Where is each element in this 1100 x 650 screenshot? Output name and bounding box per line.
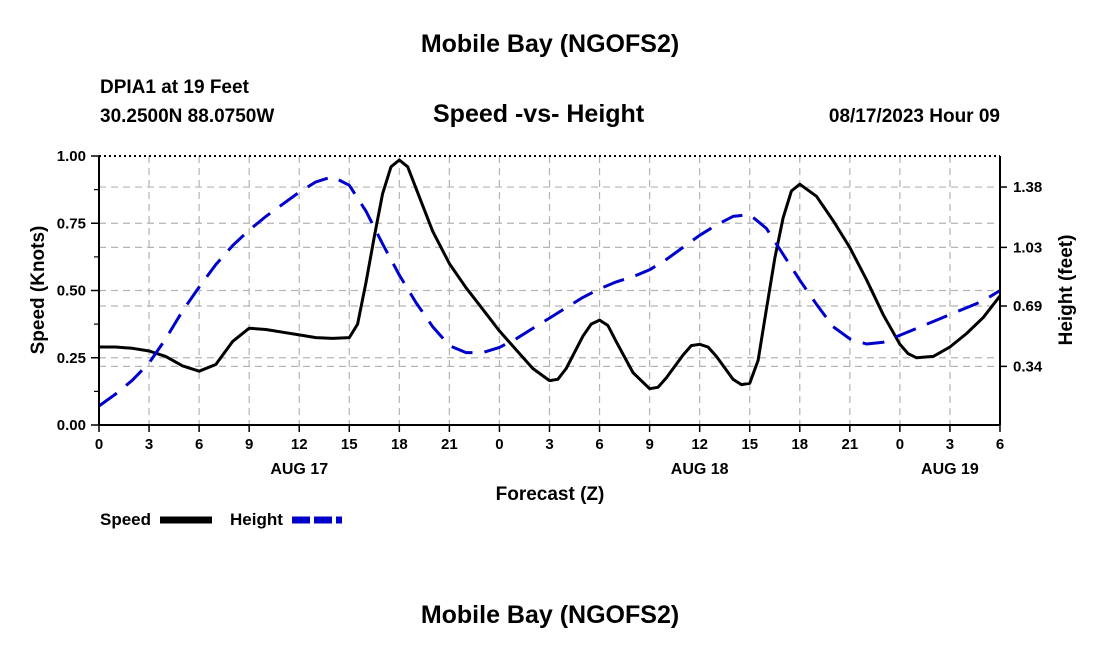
y-tick-label: 0.50 (57, 283, 86, 300)
y2-tick-label: 0.34 (1013, 358, 1043, 375)
series-line-speed (99, 158, 1002, 391)
grid (99, 156, 1000, 425)
footer-title: Mobile Bay (NGOFS2) (420, 601, 680, 629)
chart-title: Mobile Bay (NGOFS2) (420, 30, 680, 58)
x-tick-label: 18 (391, 436, 408, 453)
x-tick-label: 12 (691, 436, 708, 453)
x-tick-label: 3 (946, 436, 954, 453)
date-label: AUG 19 (921, 461, 979, 478)
legend: Speed Height (100, 510, 342, 529)
y2-tick-label: 0.69 (1013, 298, 1042, 315)
y-tick-label: 0.00 (57, 417, 86, 434)
series-lines (98, 158, 1002, 408)
y2-tick-label: 1.38 (1013, 179, 1042, 196)
legend-speed-label: Speed (100, 510, 151, 529)
x-tick-label: 21 (441, 436, 458, 453)
date-label: AUG 18 (671, 461, 729, 478)
x-tick-label: 3 (545, 436, 553, 453)
date-label: AUG 17 (270, 461, 328, 478)
forecast-datetime: 08/17/2023 Hour 09 (828, 106, 1000, 127)
x-tick-label: 6 (996, 436, 1004, 453)
station-coords: 30.2500N 88.0750W (100, 106, 275, 127)
x-tick-label: 3 (145, 436, 153, 453)
axis-labels: Forecast (Z) Speed (Knots) Height (feet) (28, 226, 1077, 505)
x-tick-label: 15 (741, 436, 758, 453)
speed-height-chart: 0 3 6 9 12 15 18 21 0 3 6 9 12 15 18 21 0 3 6 AUG 17 AUG 18 A… (28, 148, 1077, 529)
y-tick-label: 1.00 (57, 148, 86, 165)
x-axis-label: Forecast (Z) (496, 484, 605, 505)
legend-height-label: Height (230, 510, 283, 529)
x-tick-label: 21 (841, 436, 858, 453)
y-axis-label: Speed (Knots) (28, 226, 49, 355)
chart-subtitle: Speed -vs- Height (433, 100, 645, 128)
y-tick-label: 0.25 (57, 350, 86, 367)
axes-frame: 0 3 6 9 12 15 18 21 0 3 6 9 12 15 18 21 0 3 6 AUG 17 AUG 18 A… (57, 148, 1043, 478)
y-tick-label: 0.75 (57, 215, 86, 232)
x-tick-label: 6 (595, 436, 603, 453)
x-tick-label: 6 (195, 436, 203, 453)
station-label: DPIA1 at 19 Feet (100, 77, 249, 98)
x-tick-label: 0 (495, 436, 503, 453)
x-tick-label: 0 (896, 436, 904, 453)
x-tick-label: 9 (645, 436, 653, 453)
series-line-height (98, 175, 1001, 408)
x-tick-label: 18 (791, 436, 808, 453)
x-tick-label: 15 (341, 436, 358, 453)
y2-tick-label: 1.03 (1013, 239, 1042, 256)
x-tick-label: 12 (291, 436, 308, 453)
x-tick-label: 0 (95, 436, 103, 453)
y2-axis-label: Height (feet) (1056, 235, 1077, 346)
x-tick-label: 9 (245, 436, 253, 453)
